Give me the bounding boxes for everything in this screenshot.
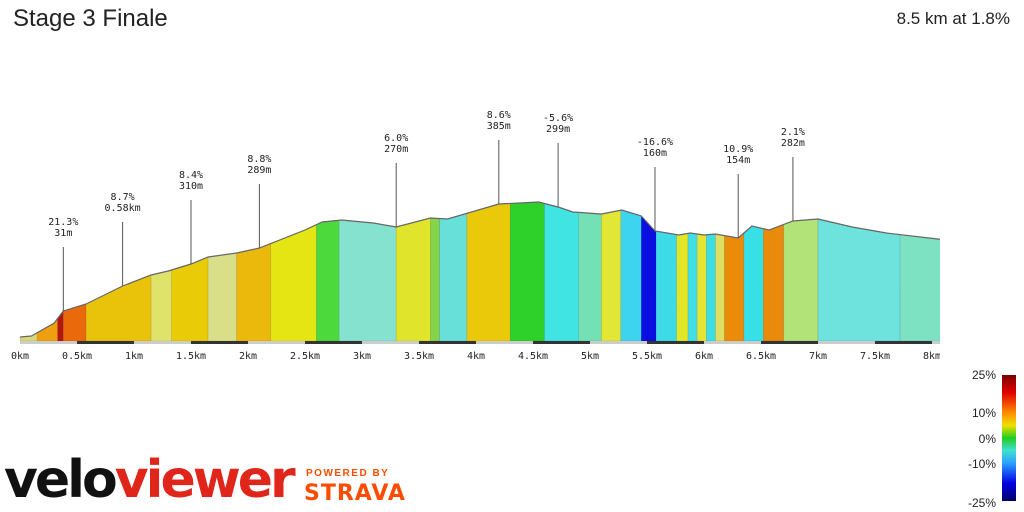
annotation-length: 0.58km — [105, 203, 141, 214]
annotation-length: 282m — [781, 138, 805, 149]
profile-outline — [19, 201, 940, 338]
profile-segment — [236, 243, 272, 342]
x-tick-label: 2.5km — [290, 351, 320, 362]
annotation-grade: 21.3% — [48, 217, 78, 228]
annotation-length: 310m — [179, 181, 203, 192]
legend-label-10: 10% — [971, 406, 996, 420]
profile-segment — [763, 224, 785, 342]
profile-segment — [696, 233, 707, 342]
x-tick-label: 2km — [239, 351, 257, 362]
x-tick-label: 0.5km — [62, 351, 92, 362]
profile-segment — [817, 218, 901, 342]
veloviewer-logo[interactable]: veloviewer — [4, 452, 304, 508]
elevation-profile-chart: 0km 0.5km 1km 1.5km 2km 2.5km 3km 3.5km 4km 4.5km… — [11, 110, 940, 362]
annotation-length: 154m — [726, 155, 750, 166]
annotation-length: 160m — [643, 148, 667, 159]
annotation-grade: 10.9% — [723, 144, 753, 155]
profile-segment — [150, 269, 172, 342]
x-tick-label: 6.5km — [746, 351, 776, 362]
legend-label-max: 25% — [971, 368, 996, 382]
annotation-grade: 8.4% — [179, 170, 203, 181]
annotation-length: 270m — [384, 144, 408, 155]
profile-segment — [509, 201, 545, 342]
profile-segment — [430, 217, 440, 342]
gradient-annotations: 21.3%31m 8.7%0.58km 8.4%310m 8.8%289m 6.0%27… — [48, 110, 805, 311]
profile-segment — [641, 215, 657, 342]
annotation-grade: -16.6% — [637, 137, 673, 148]
chart-title: Stage 3 Finale — [13, 5, 168, 32]
x-tick-label: 5km — [581, 351, 599, 362]
profile-segment — [395, 217, 431, 342]
profile-segment — [338, 219, 397, 342]
logo-viewer: viewer — [114, 450, 296, 510]
annotation-length: 31m — [54, 228, 72, 239]
annotation-grade: -5.6% — [543, 113, 573, 124]
profile-segment — [620, 209, 642, 342]
profile-segment — [687, 232, 698, 342]
profile-segment — [715, 233, 725, 342]
x-tick-label: 3km — [353, 351, 371, 362]
profile-segment — [783, 218, 819, 342]
powered-by-label: POWERED BY — [306, 468, 390, 479]
x-tick-label: 4.5km — [518, 351, 548, 362]
profile-segment — [544, 203, 579, 342]
distance-axis: 0km 0.5km 1km 1.5km 2km 2.5km 3km 3.5km 4km 4.5km… — [11, 341, 940, 362]
x-tick-label: 6km — [695, 351, 713, 362]
annotation-grade: 6.0% — [384, 133, 408, 144]
x-tick-label: 1.5km — [176, 351, 206, 362]
gradient-legend: 25% 10% 0% -10% -25% — [940, 366, 1024, 512]
annotation-grade: 2.1% — [781, 127, 805, 138]
x-tick-label: 4km — [467, 351, 485, 362]
x-tick-label: 5.5km — [632, 351, 662, 362]
legend-label-minus10: -10% — [967, 457, 996, 471]
annotation-grade: 8.8% — [247, 154, 271, 165]
x-tick-label: 7km — [809, 351, 827, 362]
gradient-color-scale — [1002, 375, 1016, 501]
profile-segment — [601, 209, 622, 342]
profile-segment — [578, 212, 602, 342]
profile-segment — [743, 225, 764, 342]
x-tick-label: 0km — [11, 351, 29, 362]
climb-summary: 8.5 km at 1.8% — [896, 9, 1010, 28]
profile-segment — [171, 256, 209, 342]
profile-segment — [316, 219, 340, 342]
annotation-grade: 8.6% — [487, 110, 511, 121]
annotation-length: 385m — [487, 121, 511, 132]
profile-segment — [676, 233, 689, 342]
annotation-grade: 8.7% — [111, 192, 135, 203]
x-tick-label: 3.5km — [404, 351, 434, 362]
profile-segment — [899, 234, 940, 342]
logo-velo: velo — [4, 450, 118, 510]
profile-segment — [439, 212, 468, 342]
profile-segment — [207, 252, 237, 342]
x-tick-label: 7.5km — [860, 351, 890, 362]
profile-segment — [466, 203, 511, 342]
x-tick-label: 1km — [125, 351, 143, 362]
annotation-length: 299m — [546, 124, 570, 135]
x-tick-label: 8km — [923, 351, 940, 362]
profile-segment — [85, 274, 152, 342]
profile-segment — [270, 224, 317, 342]
strava-logo[interactable]: STRAVA — [304, 481, 406, 506]
profile-segment — [706, 233, 716, 342]
annotation-length: 289m — [247, 165, 271, 176]
gradient-segments — [19, 201, 940, 342]
profile-segment — [655, 230, 677, 342]
legend-label-min: -25% — [967, 496, 996, 510]
profile-segment — [724, 232, 745, 342]
legend-label-0: 0% — [978, 432, 996, 446]
